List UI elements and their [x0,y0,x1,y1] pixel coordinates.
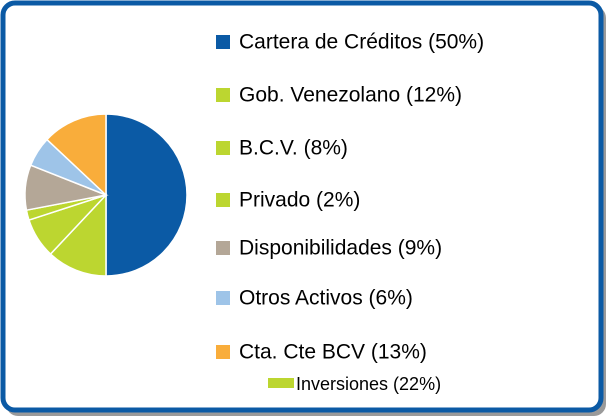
legend-marker [216,35,230,49]
pie-slice [45,113,107,197]
legend-marker [216,291,230,305]
pie-slice [105,113,188,277]
legend-marker [216,193,230,207]
legend-label: B.C.V. (8%) [239,137,348,160]
legend-label: Cta. Cte BCV (13%) [239,341,427,364]
legend-marker [216,141,230,155]
legend-label: Otros Activos (6%) [239,287,413,310]
pie-slice [49,193,107,277]
frame [0,0,604,413]
legend-label: Privado (2%) [239,189,360,212]
legend-label: Cartera de Créditos (50%) [239,31,484,54]
group-marker [268,378,294,388]
legend-marker [216,345,230,359]
legend-marker [216,241,230,255]
legend-label: Gob. Venezolano (12%) [239,84,462,107]
group-label: Inversiones (22%) [296,374,441,394]
legend-label: Disponibilidades (9%) [239,237,442,260]
legend-marker [216,88,230,102]
